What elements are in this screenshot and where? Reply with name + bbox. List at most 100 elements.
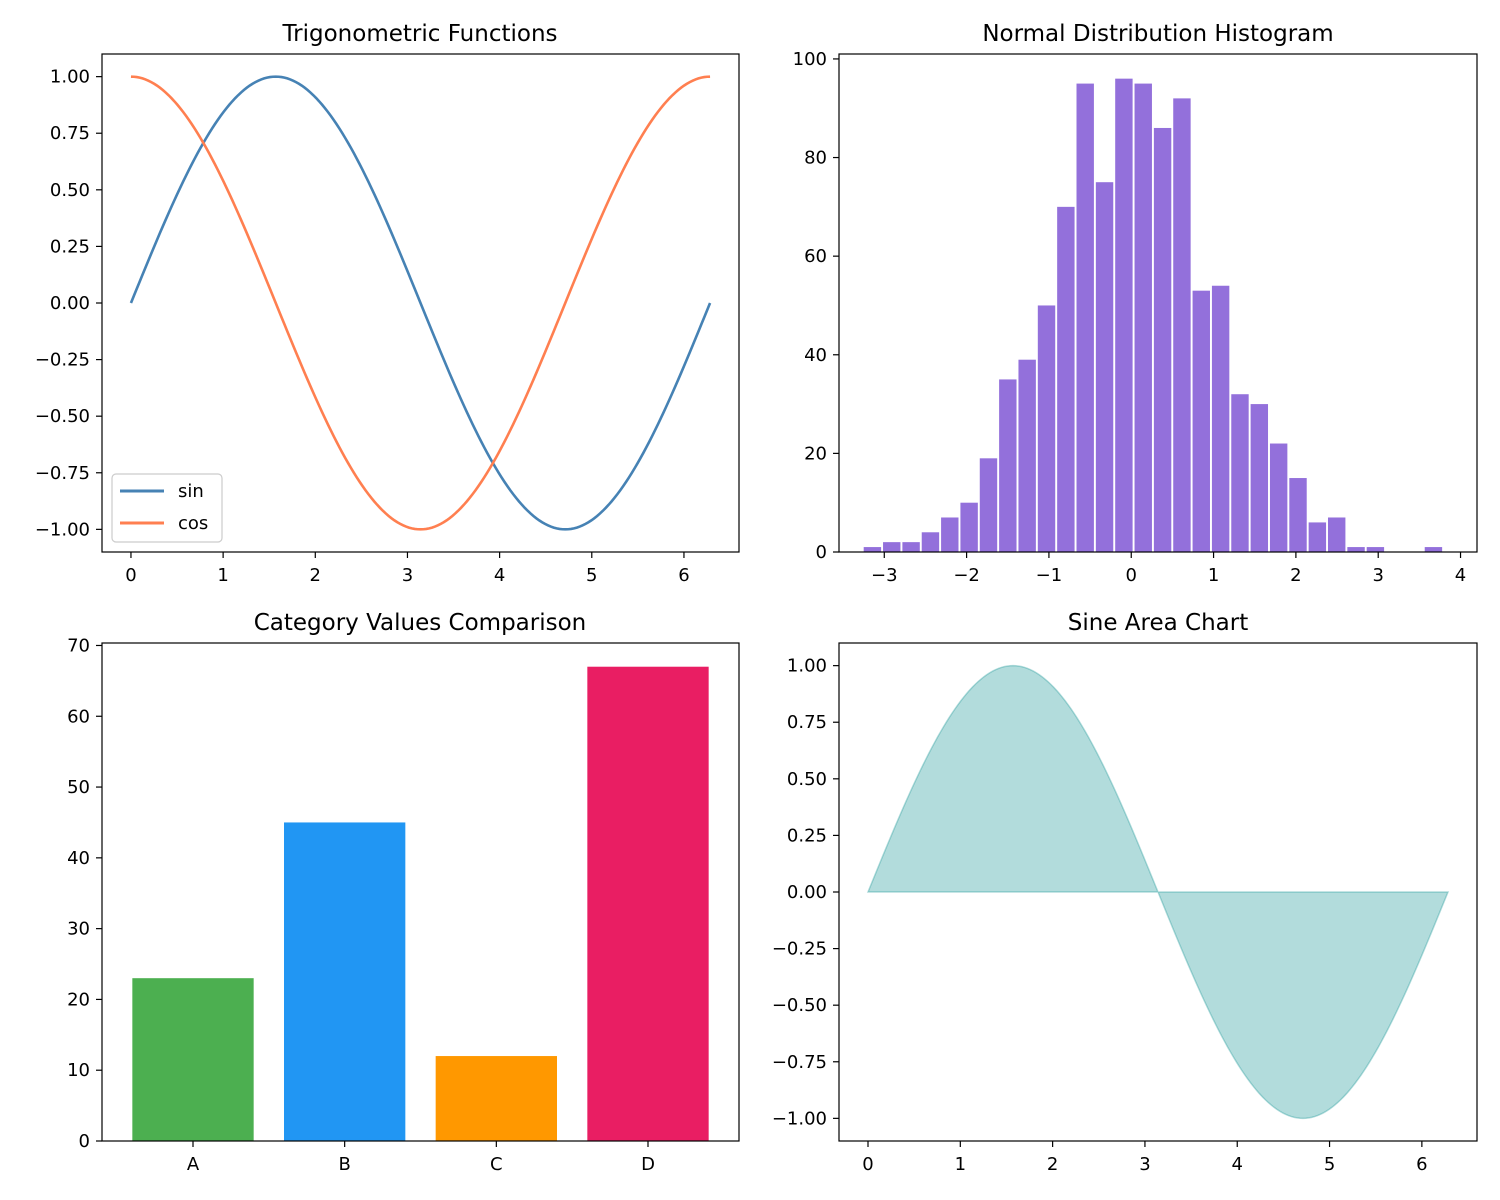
y-tick-label: 0.50 (50, 180, 90, 201)
x-tick-label: 6 (678, 565, 689, 586)
x-tick-label: A (187, 1154, 200, 1175)
x-tick-label: 0 (862, 1154, 873, 1175)
histogram-bar (1134, 83, 1152, 552)
y-tick-label: 30 (67, 919, 90, 940)
chart-title: Normal Distribution Histogram (982, 21, 1333, 47)
x-tick-label: 0 (125, 565, 136, 586)
y-tick-label: 60 (67, 706, 90, 727)
x-tick-label: 0 (1126, 565, 1137, 586)
y-tick-label: 20 (67, 989, 90, 1010)
histogram-bar (960, 502, 978, 552)
y-tick-label: −0.25 (35, 350, 90, 371)
histogram-bar (1269, 443, 1288, 552)
histogram-bar (1173, 98, 1191, 553)
y-tick-label: −1.00 (35, 519, 90, 540)
bar-C (435, 1056, 557, 1141)
y-tick-label: 80 (804, 148, 827, 169)
y-tick-label: 0 (816, 542, 827, 563)
histogram-bar (1192, 290, 1210, 552)
series-line-cos (130, 75, 711, 531)
area-fill (866, 664, 1450, 1120)
x-tick-label: 5 (586, 565, 597, 586)
histogram-bar (999, 379, 1017, 552)
x-tick-label: −3 (871, 565, 898, 586)
y-tick-label: 10 (67, 1060, 90, 1081)
histogram-bar (1231, 394, 1249, 552)
histogram-bar (1347, 547, 1365, 552)
y-tick-label: 0.50 (787, 769, 827, 790)
histogram-bar (1366, 547, 1385, 552)
x-tick-label: 3 (1372, 565, 1383, 586)
histogram-bar (1308, 522, 1327, 552)
x-tick-label: 4 (1455, 565, 1466, 586)
histogram-bar (1037, 305, 1056, 552)
histogram-bar (1424, 547, 1443, 552)
y-tick-label: 1.00 (787, 656, 827, 677)
y-tick-label: 0.75 (787, 712, 827, 733)
y-tick-label: 0.00 (50, 293, 90, 314)
histogram-bar (1250, 404, 1269, 552)
histogram-bar (941, 517, 959, 552)
y-tick-label: 100 (793, 49, 827, 70)
series-line-sin (129, 75, 712, 531)
y-tick-label: −0.25 (772, 939, 827, 960)
histogram-bar (1018, 359, 1036, 552)
legend: sin cos (111, 473, 223, 543)
y-tick-label: 0.75 (50, 123, 90, 144)
histogram-bar (979, 458, 998, 552)
histogram-bar (1289, 478, 1307, 552)
histogram-bar (1327, 517, 1346, 552)
bar-A (132, 978, 254, 1141)
category-bar-chart: Category Values Comparison A B C D 0 10 20 30 40… (67, 610, 740, 1175)
bar-B (284, 822, 406, 1141)
chart-title: Trigonometric Functions (281, 21, 557, 47)
sine-area-chart: Sine Area Chart 0 1 2 3 4 5 6 1.00 0.75 0.50 0.25 0… (772, 610, 1478, 1175)
y-tick-label: 50 (67, 777, 90, 798)
y-tick-label: 70 (67, 635, 90, 656)
y-tick-label: 40 (67, 848, 90, 869)
y-tick-label: −0.50 (772, 995, 827, 1016)
y-tick-label: −0.75 (35, 463, 90, 484)
x-tick-label: −1 (1036, 565, 1063, 586)
histogram-bar (1115, 78, 1133, 552)
axes-frame (838, 53, 1478, 553)
histogram-bar (1095, 182, 1114, 553)
y-tick-label: 40 (804, 345, 827, 366)
trig-functions-chart: Trigonometric Functions 0 1 2 3 4 5 6 1.00 0.75 0… (35, 21, 740, 586)
x-tick-label: 4 (494, 565, 505, 586)
y-tick-label: 20 (804, 443, 827, 464)
histogram-bar (1153, 127, 1172, 553)
legend-label-cos: cos (178, 513, 208, 534)
x-tick-label: 3 (1139, 1154, 1150, 1175)
x-tick-label: 2 (1290, 565, 1301, 586)
axes-frame (101, 642, 740, 1142)
histogram-bar (921, 532, 940, 552)
x-tick-label: 1 (955, 1154, 966, 1175)
x-tick-label: 6 (1416, 1154, 1427, 1175)
x-tick-label: 1 (217, 565, 228, 586)
x-tick-label: B (338, 1154, 350, 1175)
y-tick-label: 60 (804, 246, 827, 267)
x-tick-label: C (490, 1154, 503, 1175)
histogram-bar (1057, 206, 1075, 552)
histogram-bar (902, 542, 920, 552)
histogram-bar (1211, 285, 1230, 552)
y-tick-label: −0.50 (35, 406, 90, 427)
x-tick-label: 3 (402, 565, 413, 586)
x-tick-label: 2 (1047, 1154, 1058, 1175)
y-tick-label: 0 (79, 1131, 90, 1152)
x-tick-label: 2 (310, 565, 321, 586)
y-tick-label: −1.00 (772, 1108, 827, 1129)
y-tick-label: 0.25 (787, 825, 827, 846)
histogram-chart: Normal Distribution Histogram −3 −2 −1 0 1 2 3… (793, 21, 1478, 586)
y-tick-label: 0.25 (50, 236, 90, 257)
y-tick-label: 0.00 (787, 882, 827, 903)
histogram-bar (863, 547, 882, 552)
bar-D (587, 666, 709, 1141)
chart-title: Category Values Comparison (254, 610, 587, 636)
chart-title: Sine Area Chart (1068, 610, 1248, 636)
y-tick-label: 1.00 (50, 67, 90, 88)
x-tick-label: −2 (953, 565, 980, 586)
x-tick-label: 1 (1208, 565, 1219, 586)
